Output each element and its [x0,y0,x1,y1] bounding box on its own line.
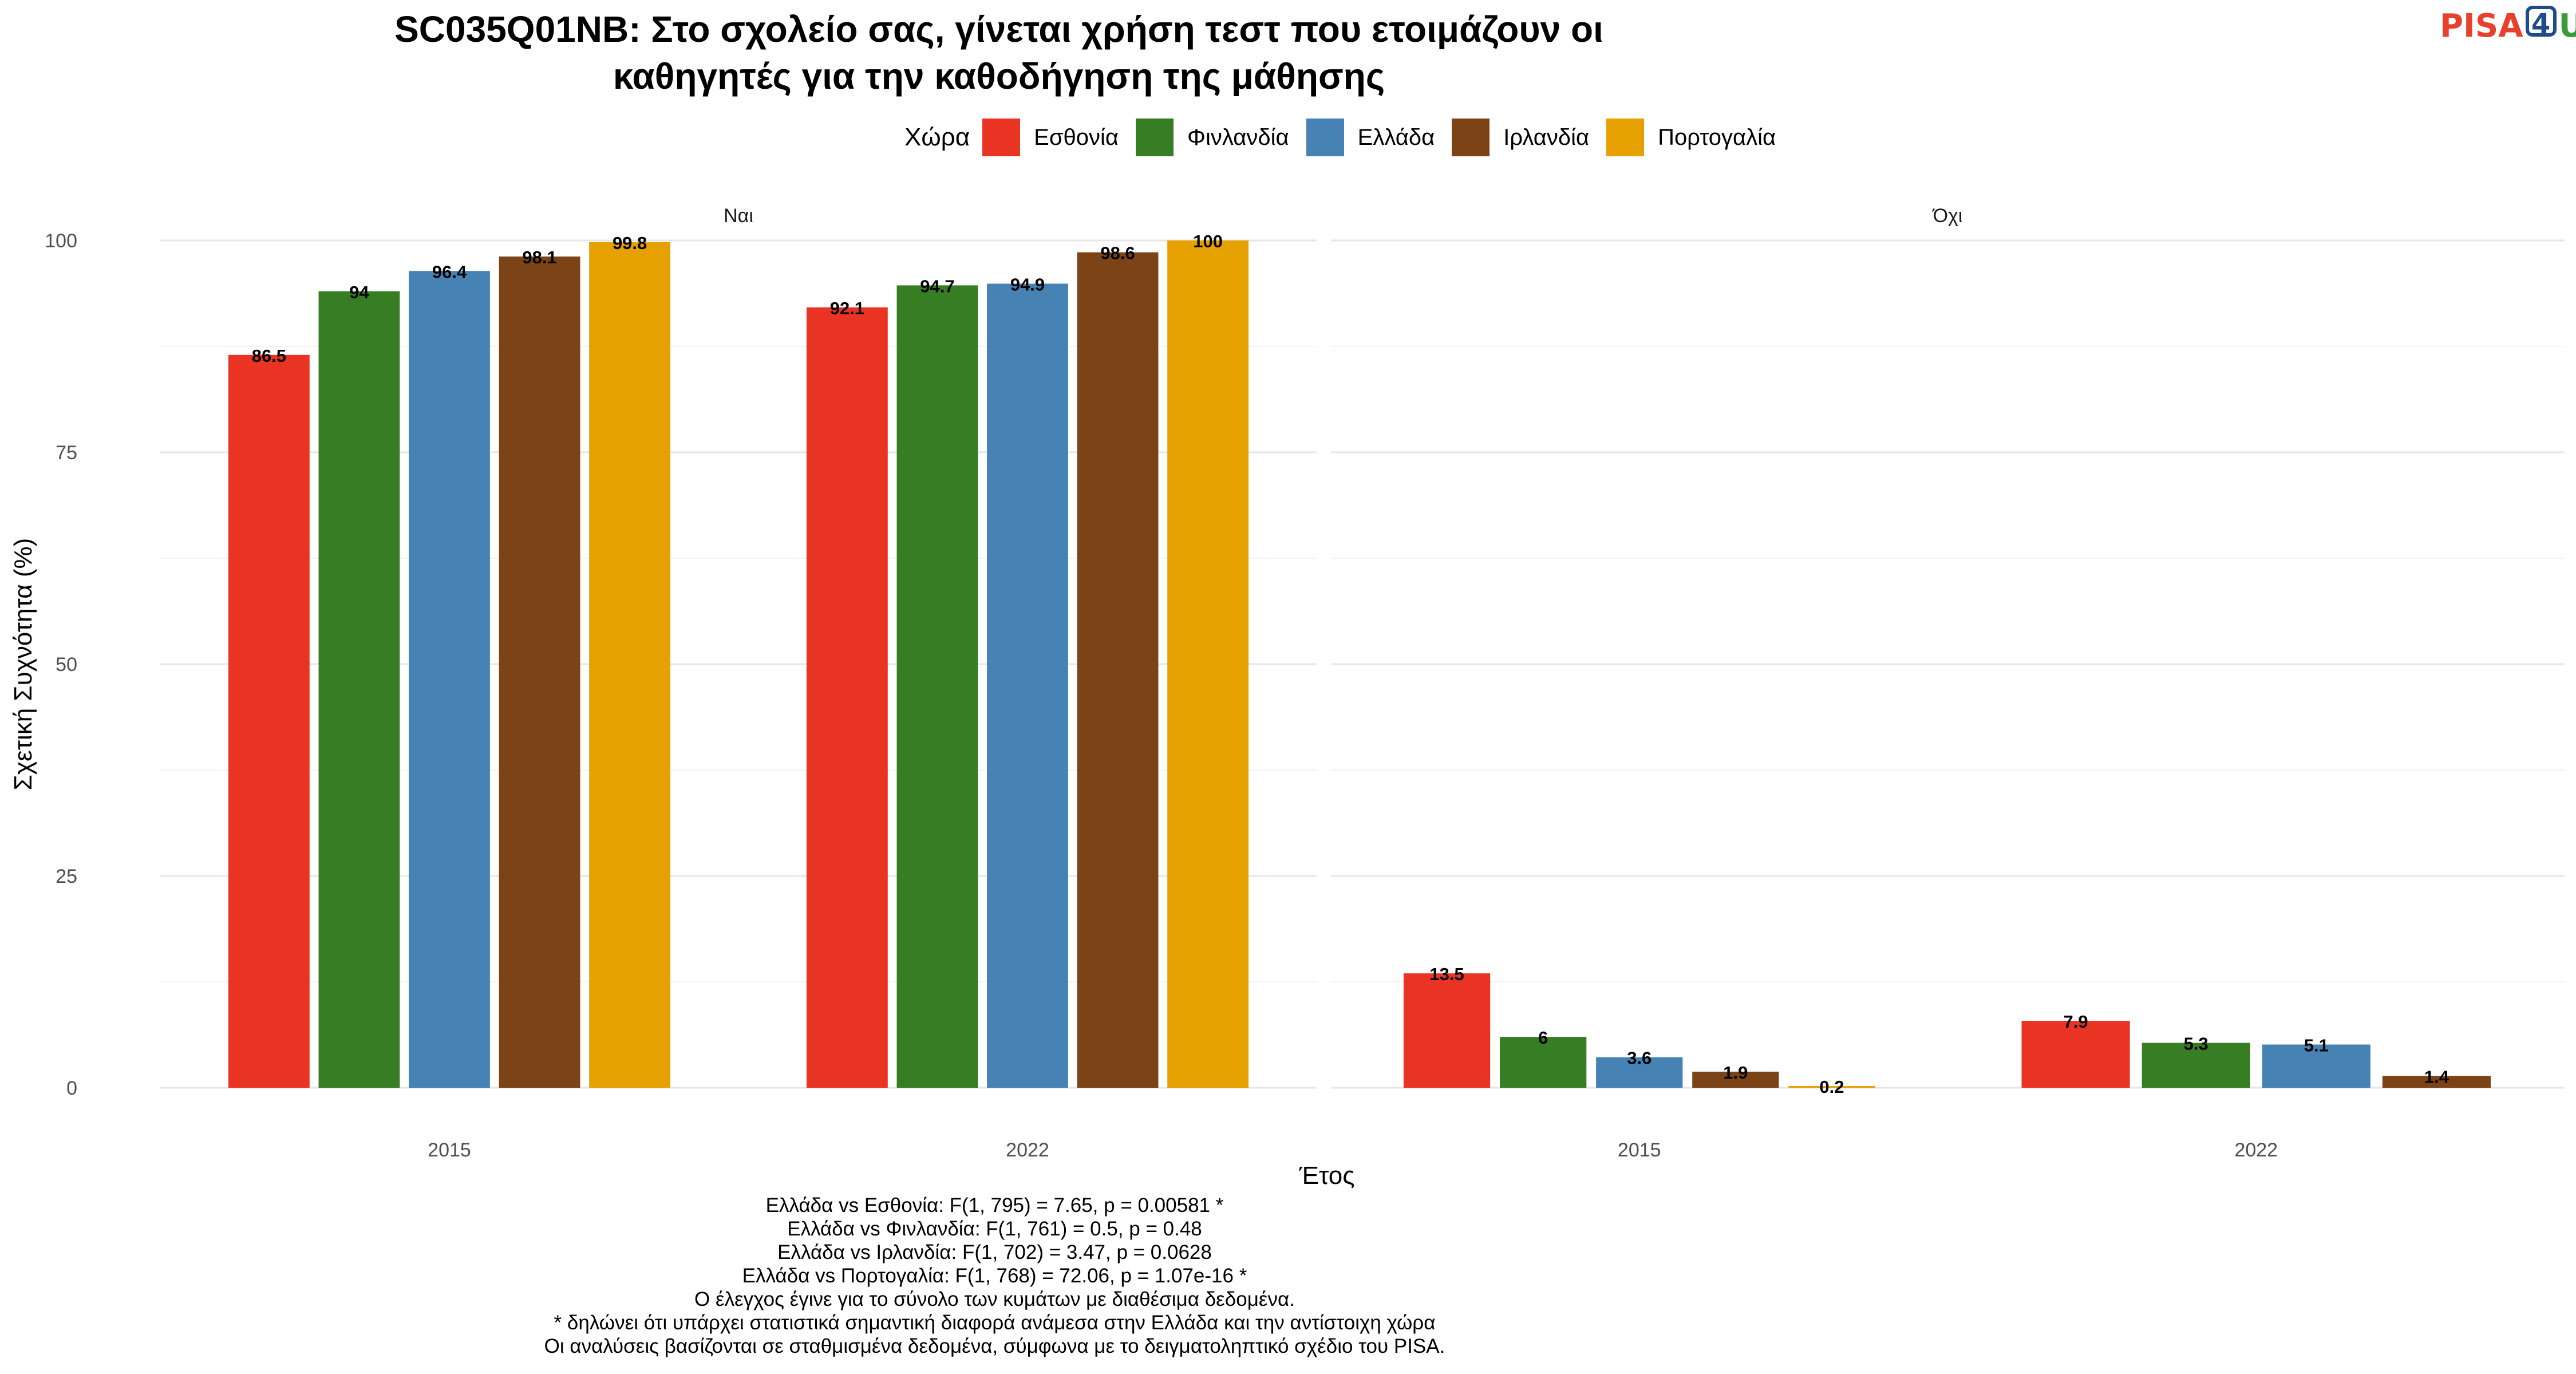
legend-swatch-estonia [982,119,1021,156]
legend-label-estonia: Εσθονία [1034,124,1119,150]
y-axis-title: Σχετική Συχνότητα (%) [9,538,37,791]
footer-line: Ο έλεγχος έγινε για το σύνολο των κυμάτω… [694,1288,1295,1310]
bar-value-label: 7.9 [2064,1012,2088,1032]
panel-strip-label: Ναι [724,205,753,227]
bar-Ελλάδα [1596,1057,1683,1088]
footer-line: Ελλάδα vs Εσθονία: F(1, 795) = 7.65, p =… [765,1194,1224,1217]
y-tick-label: 75 [56,442,77,464]
bar-Πορτογαλία [1167,240,1249,1088]
bar-value-label: 94 [349,282,369,302]
bar-value-label: 96.4 [432,262,467,282]
bar-value-label: 98.6 [1100,243,1135,263]
bar-value-label: 94.7 [920,276,954,296]
panel-strip-label: Όχι [1932,205,1963,227]
chart-title-line-1: SC035Q01NB: Στο σχολείο σας, γίνεται χρή… [394,9,1603,50]
legend-item-greece: Ελλάδα [1306,119,1435,156]
legend-item-finland: Φινλανδία [1136,119,1289,156]
legend-label-finland: Φινλανδία [1187,124,1289,150]
bar-Ελλάδα [409,271,490,1088]
bar-Φινλανδία [1500,1037,1587,1088]
legend-label-portugal: Πορτογαλία [1658,124,1776,150]
bar-value-label: 13.5 [1429,964,1464,984]
bar-value-label: 1.9 [1723,1063,1748,1083]
bar-value-label: 99.8 [613,233,647,253]
logo-u-text: U [2558,7,2576,45]
logo-four-text: 4 [2525,6,2557,39]
bar-Ιρλανδία [2382,1076,2491,1088]
bar-Ιρλανδία [1077,252,1159,1088]
footer-line: Ελλάδα vs Πορτογαλία: F(1, 768) = 72.06,… [742,1265,1247,1287]
legend-item-estonia: Εσθονία [982,119,1119,156]
bar-value-label: 94.9 [1010,274,1045,294]
y-tick-label: 0 [66,1077,77,1099]
y-tick-label: 50 [56,654,77,676]
legend: Χώρα Εσθονία Φινλανδία Ελλάδα Ιρλανδία Π… [904,114,1793,160]
legend-label-ireland: Ιρλανδία [1503,124,1590,150]
pisa4u-logo: PISA 4 U [2440,3,2576,49]
bar-Ιρλανδία [1692,1071,1779,1088]
bar-Ιρλανδία [499,256,580,1088]
footer-line: Ελλάδα vs Ιρλανδία: F(1, 702) = 3.47, p … [777,1241,1212,1264]
bar-value-label: 0.2 [1819,1077,1844,1097]
bar-value-label: 98.1 [522,247,556,267]
bar-value-label: 1.4 [2424,1067,2449,1087]
legend-item-ireland: Ιρλανδία [1452,119,1589,156]
legend-swatch-greece [1306,119,1344,156]
y-tick-label: 100 [45,230,77,252]
bar-Ελλάδα [987,283,1068,1088]
bar-Φινλανδία [896,285,978,1088]
bar-Φινλανδία [2142,1043,2250,1088]
bar-value-label: 5.3 [2184,1034,2208,1054]
bar-value-label: 6 [1538,1028,1548,1048]
footer-line: Οι αναλύσεις βασίζονται σε σταθμισμένα δ… [544,1335,1445,1357]
bar-Πορτογαλία [589,242,671,1088]
bar-chart: 0 25 50 75 100 Σχετική Συχνότητα (%) Έτος Ναι 20… [9,205,2565,1190]
footer-line: Ελλάδα vs Φινλανδία: F(1, 761) = 0.5, p … [787,1218,1202,1240]
bar-value-label: 5.1 [2304,1036,2329,1056]
bar-value-label: 3.6 [1627,1048,1652,1068]
bar-Ελλάδα [2262,1044,2370,1088]
bar-Εσθονία [228,354,310,1088]
bar-Φινλανδία [318,291,400,1088]
y-tick-label: 25 [56,866,77,887]
x-tick-label: 2022 [2234,1139,2278,1161]
bar-Εσθονία [1403,973,1491,1088]
bar-value-label: 100 [1193,231,1223,251]
legend-swatch-ireland [1452,119,1490,156]
bar-value-label: 92.1 [830,298,864,318]
legend-item-portugal: Πορτογαλία [1606,119,1776,156]
bar-Πορτογαλία [1788,1086,1875,1088]
logo-pisa-text: PISA [2440,7,2523,45]
x-axis-title: Έτος [1299,1162,1355,1190]
footer-line: * δηλώνει ότι υπάρχει στατιστικά σημαντι… [554,1312,1436,1334]
footer-notes: Ελλάδα vs Εσθονία: F(1, 795) = 7.65, p =… [0,1194,1989,1358]
legend-title: Χώρα [904,123,970,151]
chart-title: SC035Q01NB: Στο σχολείο σας, γίνεται χρή… [0,6,1998,100]
bar-Εσθονία [2021,1021,2130,1088]
legend-swatch-portugal [1606,119,1645,156]
bar-Εσθονία [806,307,888,1088]
legend-swatch-finland [1136,119,1174,156]
x-tick-label: 2015 [428,1139,471,1161]
x-tick-label: 2015 [1618,1139,1661,1161]
legend-label-greece: Ελλάδα [1357,124,1435,150]
bar-value-label: 86.5 [252,346,286,366]
chart-title-line-2: καθηγητές για την καθοδήγηση της μάθησης [613,56,1385,97]
x-tick-label: 2022 [1006,1139,1049,1161]
